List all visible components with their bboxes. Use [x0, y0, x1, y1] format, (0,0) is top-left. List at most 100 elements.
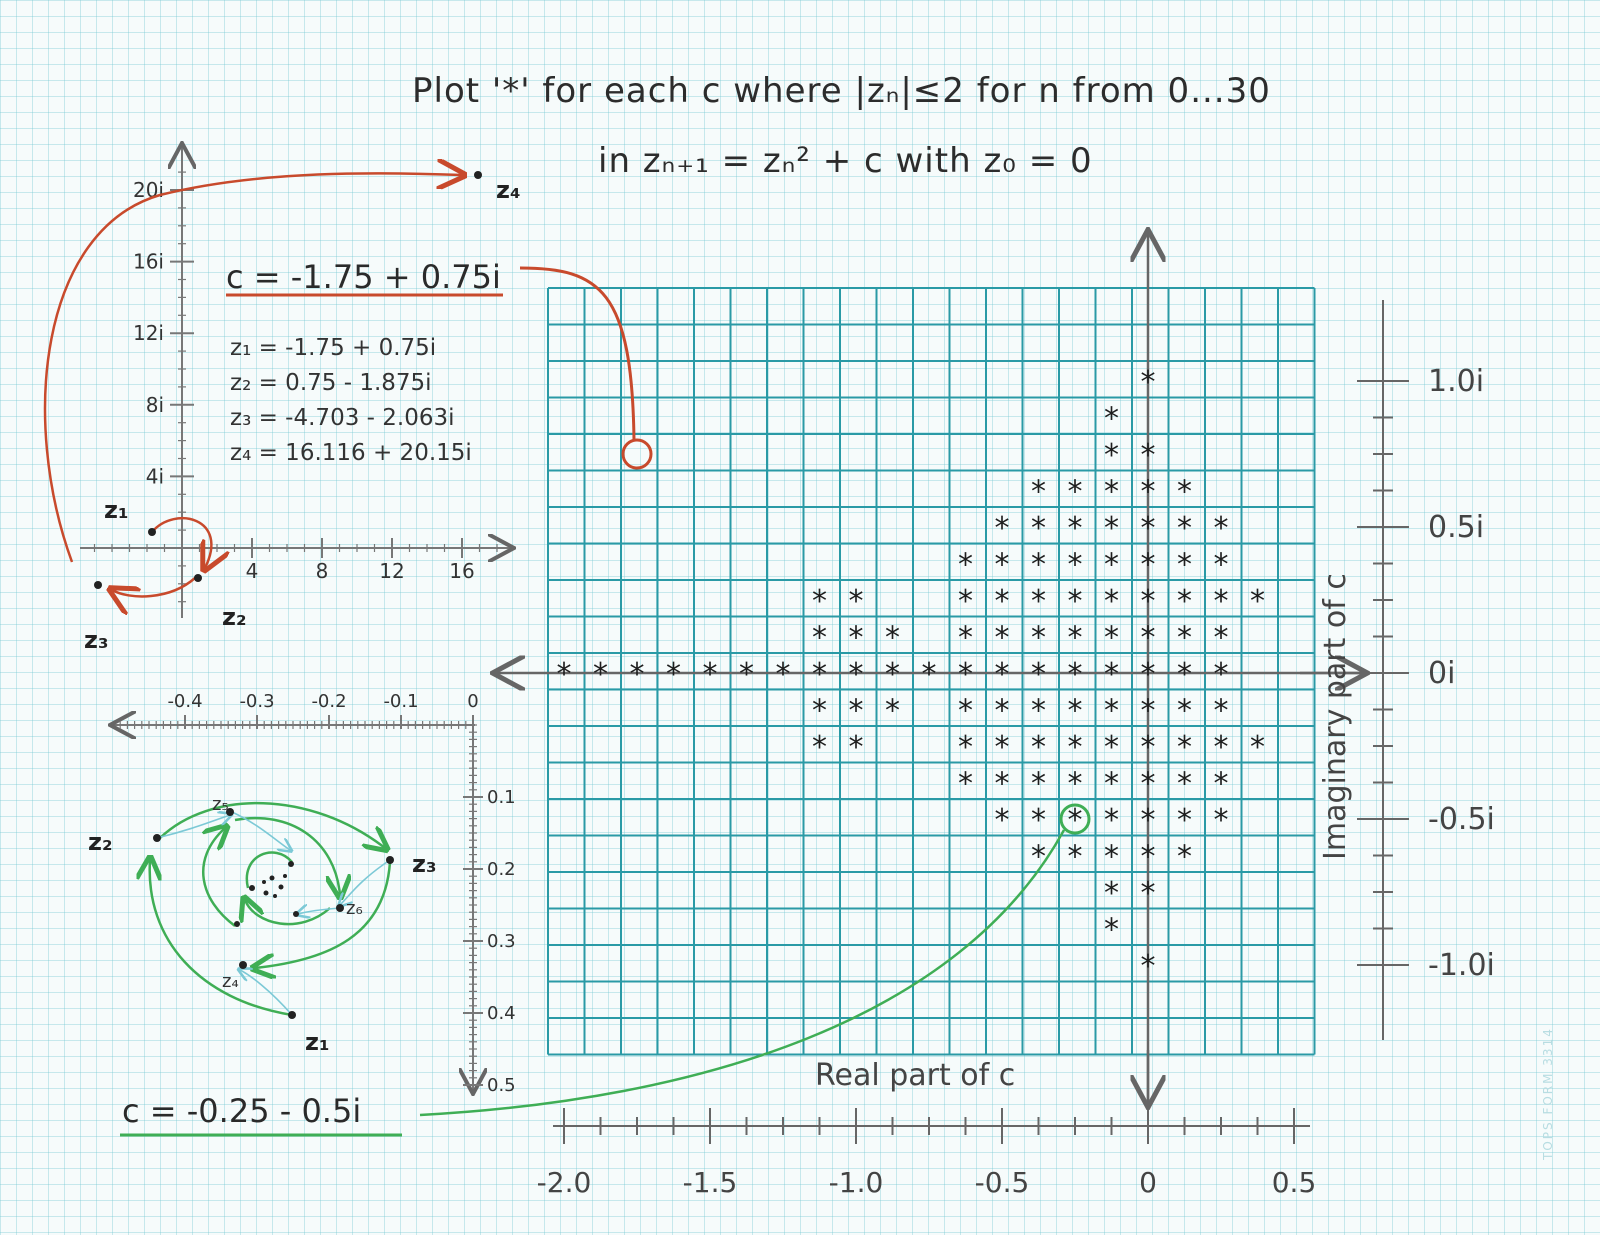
x-tick-label: -1.5: [683, 1166, 738, 1199]
star-marker: *: [1031, 475, 1046, 510]
star-marker: *: [1068, 840, 1083, 875]
star-marker: *: [995, 548, 1010, 583]
y-tick-label: -1.0i: [1428, 948, 1495, 983]
red-x-tick-label: 16: [449, 559, 474, 583]
main-grid: [547, 287, 1316, 1056]
star-marker: *: [1214, 657, 1229, 692]
star-marker: *: [1104, 548, 1119, 583]
red-y-tick-label: 16i: [133, 250, 164, 274]
star-marker: *: [776, 657, 791, 692]
star-marker: *: [1104, 730, 1119, 765]
red-highlight-circle: [621, 438, 653, 470]
red-label-z1: z₁: [104, 496, 128, 524]
star-marker: *: [812, 584, 827, 619]
star-marker: *: [812, 657, 827, 692]
star-marker: *: [1141, 876, 1156, 911]
star-marker: *: [1214, 730, 1229, 765]
star-marker: *: [1104, 402, 1119, 437]
star-marker: *: [958, 584, 973, 619]
green-y-tick-label: 0.2: [487, 859, 516, 880]
x-tick-label: -2.0: [537, 1166, 592, 1199]
star-marker: *: [995, 803, 1010, 838]
star-marker: *: [630, 657, 645, 692]
star-marker: *: [1250, 584, 1265, 619]
star-marker: *: [1031, 621, 1046, 656]
star-marker: *: [1104, 694, 1119, 729]
highlight-markers: [621, 438, 1091, 835]
star-marker: *: [1141, 803, 1156, 838]
star-marker: *: [1177, 803, 1192, 838]
red-orbit-path-z2-z3: [112, 577, 196, 596]
star-marker: *: [1104, 913, 1119, 948]
y-tick-label: -0.5i: [1428, 802, 1495, 837]
red-orbit-path-z3-z4: [43, 173, 462, 563]
star-marker: *: [1031, 657, 1046, 692]
star-marker: *: [1031, 511, 1046, 546]
red-x-tick-label: 4: [246, 559, 259, 583]
star-marker: *: [849, 621, 864, 656]
star-marker: *: [1141, 694, 1156, 729]
star-marker: *: [1141, 475, 1156, 510]
star-marker: *: [1214, 621, 1229, 656]
title-line-2: in zₙ₊₁ = zₙ² + c with z₀ = 0: [598, 141, 1093, 181]
star-marker: *: [995, 730, 1010, 765]
green-connector: [419, 829, 1066, 1117]
star-marker: *: [885, 694, 900, 729]
star-marker: *: [1104, 584, 1119, 619]
x-tick-label: -1.0: [829, 1166, 884, 1199]
green-iterate-points: [153, 808, 394, 1019]
star-marker: *: [666, 657, 681, 692]
green-label-z3: z₃: [412, 850, 436, 878]
star-marker: *: [1104, 840, 1119, 875]
green-iterate-links: [156, 812, 391, 1016]
green-y-tick-label: 0.4: [487, 1003, 516, 1024]
star-marker: *: [849, 730, 864, 765]
red-point-z3: [94, 581, 102, 589]
star-marker: *: [1068, 803, 1083, 838]
star-marker: *: [1177, 840, 1192, 875]
green-spiral: [150, 801, 390, 1017]
real-axis-scale: -2.0 -1.5 -1.0 -0.5 0 0.5: [537, 1108, 1317, 1199]
star-marker: *: [557, 657, 572, 692]
x-tick-label: 0.5: [1272, 1166, 1317, 1199]
red-label-z2: z₂: [222, 603, 246, 631]
green-y-tick-label: 0.1: [487, 787, 516, 808]
star-marker: *: [1031, 767, 1046, 802]
star-marker: *: [812, 694, 827, 729]
star-marker: *: [593, 657, 608, 692]
x-tick-label: -0.5: [975, 1166, 1030, 1199]
green-label-z5: z₅: [212, 794, 229, 815]
star-marker: *: [1031, 730, 1046, 765]
xlabel-main: Real part of c: [815, 1058, 1015, 1093]
y-tick-label: 1.0i: [1428, 364, 1484, 399]
green-x-tick-label: -0.3: [239, 691, 274, 712]
green-y-tick-label: 0.5: [487, 1075, 516, 1096]
star-marker: *: [1104, 876, 1119, 911]
star-marker: *: [1068, 767, 1083, 802]
star-marker: *: [1104, 621, 1119, 656]
star-marker: *: [1031, 548, 1046, 583]
star-marker: *: [958, 657, 973, 692]
star-marker: *: [1068, 511, 1083, 546]
star-marker: *: [1068, 694, 1083, 729]
star-marker: *: [1141, 548, 1156, 583]
star-marker: *: [995, 584, 1010, 619]
imag-axis-scale: 1.0i 0.5i 0i -0.5i -1.0i: [1357, 300, 1495, 1040]
star-marker: *: [1031, 584, 1046, 619]
green-label-z1: z₁: [305, 1028, 329, 1056]
star-marker: *: [1214, 584, 1229, 619]
star-marker: *: [1177, 548, 1192, 583]
star-marker: *: [1141, 621, 1156, 656]
star-marker: *: [1068, 657, 1083, 692]
green-orbit-inset: -0.4 -0.3 -0.2 -0.1 0 0.1 0.2 0.3 0.4 0.5: [112, 691, 516, 1096]
form-mark: TOPS FORM 3314: [1541, 1027, 1555, 1161]
star-marker: *: [1068, 548, 1083, 583]
star-marker: *: [1031, 803, 1046, 838]
green-label-z4: z₄: [222, 971, 239, 992]
star-marker: *: [812, 621, 827, 656]
star-marker: *: [1068, 621, 1083, 656]
star-marker: *: [1141, 584, 1156, 619]
star-marker: *: [812, 730, 827, 765]
red-label-z4: z₄: [496, 176, 520, 204]
star-marker: *: [703, 657, 718, 692]
